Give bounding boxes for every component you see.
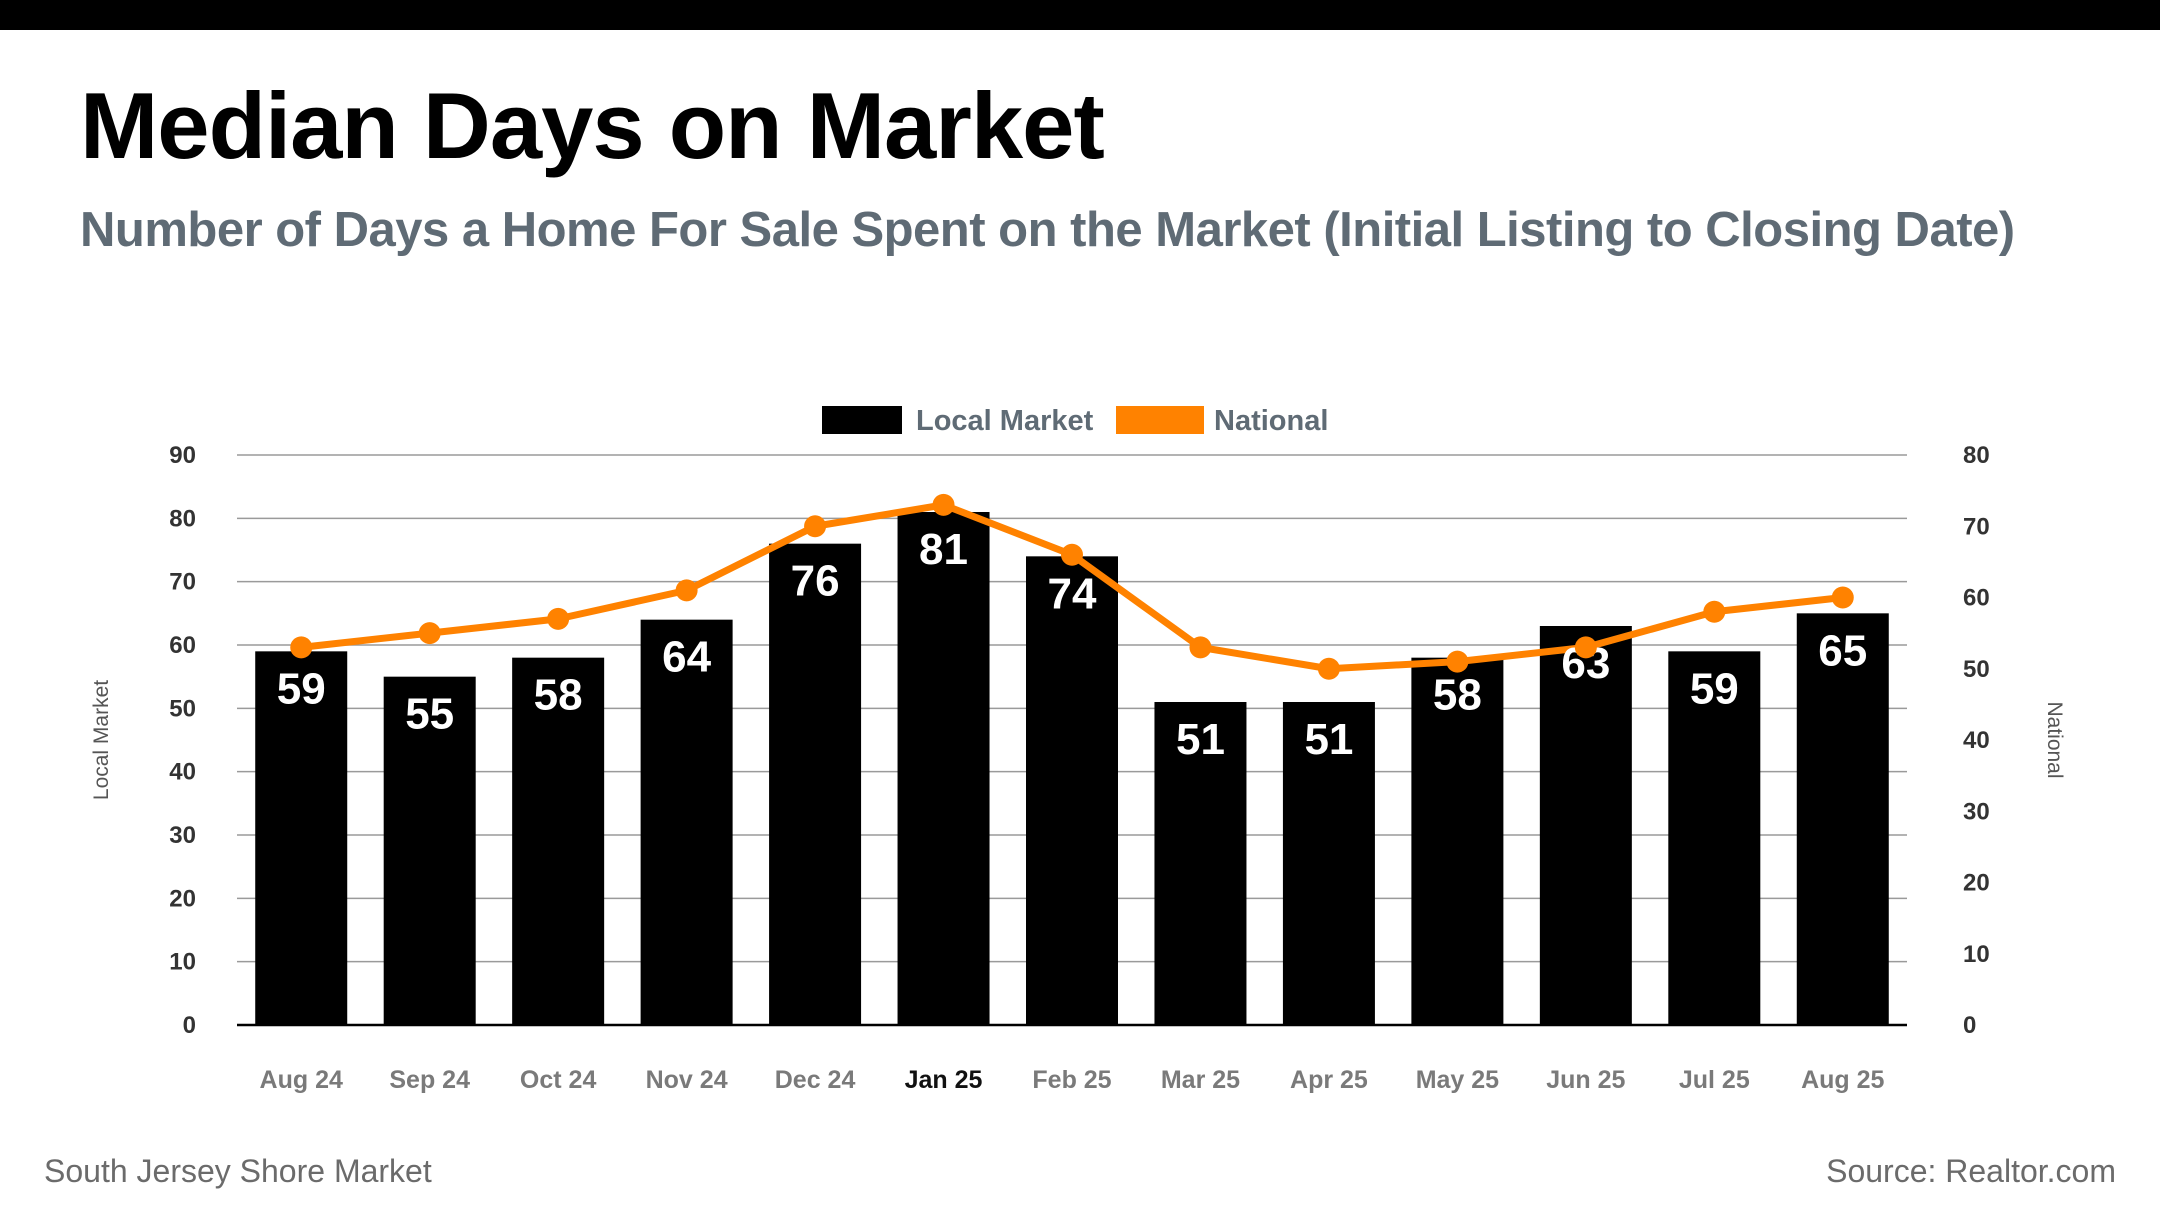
y-left-tick-label: 10 (169, 949, 196, 976)
y-left-tick-label: 50 (169, 695, 196, 722)
bar-data-label: 65 (1818, 626, 1867, 675)
x-tick-label: Dec 24 (775, 1066, 856, 1094)
y-left-axis-label: Local Market (90, 680, 113, 800)
x-tick-label: Nov 24 (646, 1066, 728, 1094)
point-national (1831, 586, 1854, 609)
legend-swatch-national (1116, 406, 1204, 434)
point-national (1317, 657, 1340, 680)
bar-data-label: 74 (1048, 569, 1097, 618)
y-left-tick-label: 0 (183, 1012, 196, 1039)
x-tick-label: Jul 25 (1679, 1066, 1750, 1094)
x-tick-label: Apr 25 (1290, 1066, 1368, 1094)
legend-label-national: National (1214, 405, 1328, 437)
bar-local-market (769, 543, 862, 1025)
y-right-tick-label: 50 (1963, 656, 1990, 683)
y-right-axis-label: National (2043, 701, 2066, 778)
y-right-tick-label: 0 (1963, 1012, 1976, 1039)
bar-local-market (1539, 626, 1632, 1025)
x-tick-label: Jun 25 (1546, 1066, 1625, 1094)
bar-local-market (255, 651, 348, 1025)
bar-local-market (897, 512, 990, 1025)
y-left-tick-label: 80 (169, 505, 196, 532)
x-tick-label: Jan 25 (905, 1066, 983, 1094)
bar-data-label: 64 (662, 633, 711, 682)
point-national (1061, 543, 1083, 566)
page-title: Median Days on Market (80, 73, 1105, 178)
x-tick-label: Mar 25 (1161, 1066, 1240, 1094)
legend-swatch-local-market (822, 406, 902, 434)
point-national (1703, 600, 1726, 623)
bar-data-label: 58 (534, 671, 583, 720)
x-tick-label: Aug 24 (260, 1066, 343, 1094)
point-national (547, 607, 570, 630)
x-tick-label: Oct 24 (520, 1066, 597, 1094)
bar-local-market (1668, 651, 1761, 1025)
x-tick-label: May 25 (1416, 1066, 1499, 1094)
point-national (932, 493, 955, 516)
y-right-tick-label: 80 (1963, 442, 1990, 469)
bar-local-market (1026, 556, 1118, 1025)
point-national (804, 515, 827, 538)
point-national (418, 622, 441, 645)
point-national (675, 579, 698, 602)
y-left-tick-label: 30 (169, 822, 196, 849)
point-national (1446, 650, 1469, 673)
market-name: South Jersey Shore Market (44, 1153, 432, 1189)
bar-local-market (1796, 613, 1889, 1025)
bar-local-market (512, 657, 605, 1025)
bar-local-market (1282, 702, 1375, 1025)
point-national (1189, 636, 1212, 659)
y-right-tick-label: 20 (1963, 870, 1990, 897)
point-national (1574, 636, 1597, 659)
y-right-tick-label: 10 (1963, 941, 1990, 968)
x-tick-label: Sep 24 (389, 1066, 470, 1094)
x-tick-label: Aug 25 (1801, 1066, 1884, 1094)
bar-local-market (383, 676, 476, 1025)
y-left-tick-label: 40 (169, 759, 196, 786)
x-tick-label: Feb 25 (1032, 1066, 1111, 1094)
y-left-tick-label: 20 (169, 885, 196, 912)
y-left-tick-label: 90 (169, 442, 196, 469)
y-left-tick-label: 60 (169, 632, 196, 659)
source-note: Source: Realtor.com (1826, 1153, 2116, 1189)
page-subtitle: Number of Days a Home For Sale Spent on … (80, 203, 2015, 257)
y-right-tick-label: 60 (1963, 585, 1990, 612)
bar-local-market (640, 619, 733, 1025)
bar-data-label: 81 (919, 525, 968, 574)
point-national (290, 636, 313, 659)
y-right-tick-label: 40 (1963, 727, 1990, 754)
y-left-tick-label: 70 (169, 569, 196, 596)
bar-data-label: 51 (1176, 715, 1225, 764)
bar-data-label: 76 (791, 557, 840, 606)
y-right-tick-label: 70 (1963, 513, 1990, 540)
legend-label-local-market: Local Market (916, 405, 1094, 437)
bar-data-label: 55 (405, 690, 454, 739)
y-right-tick-label: 30 (1963, 798, 1990, 825)
top-bar (0, 0, 2160, 30)
bar-data-label: 58 (1433, 671, 1482, 720)
bar-data-label: 59 (277, 664, 326, 713)
bar-local-market (1154, 702, 1247, 1025)
bar-local-market (1411, 657, 1504, 1025)
bar-data-label: 59 (1690, 664, 1739, 713)
bar-data-label: 51 (1304, 715, 1353, 764)
